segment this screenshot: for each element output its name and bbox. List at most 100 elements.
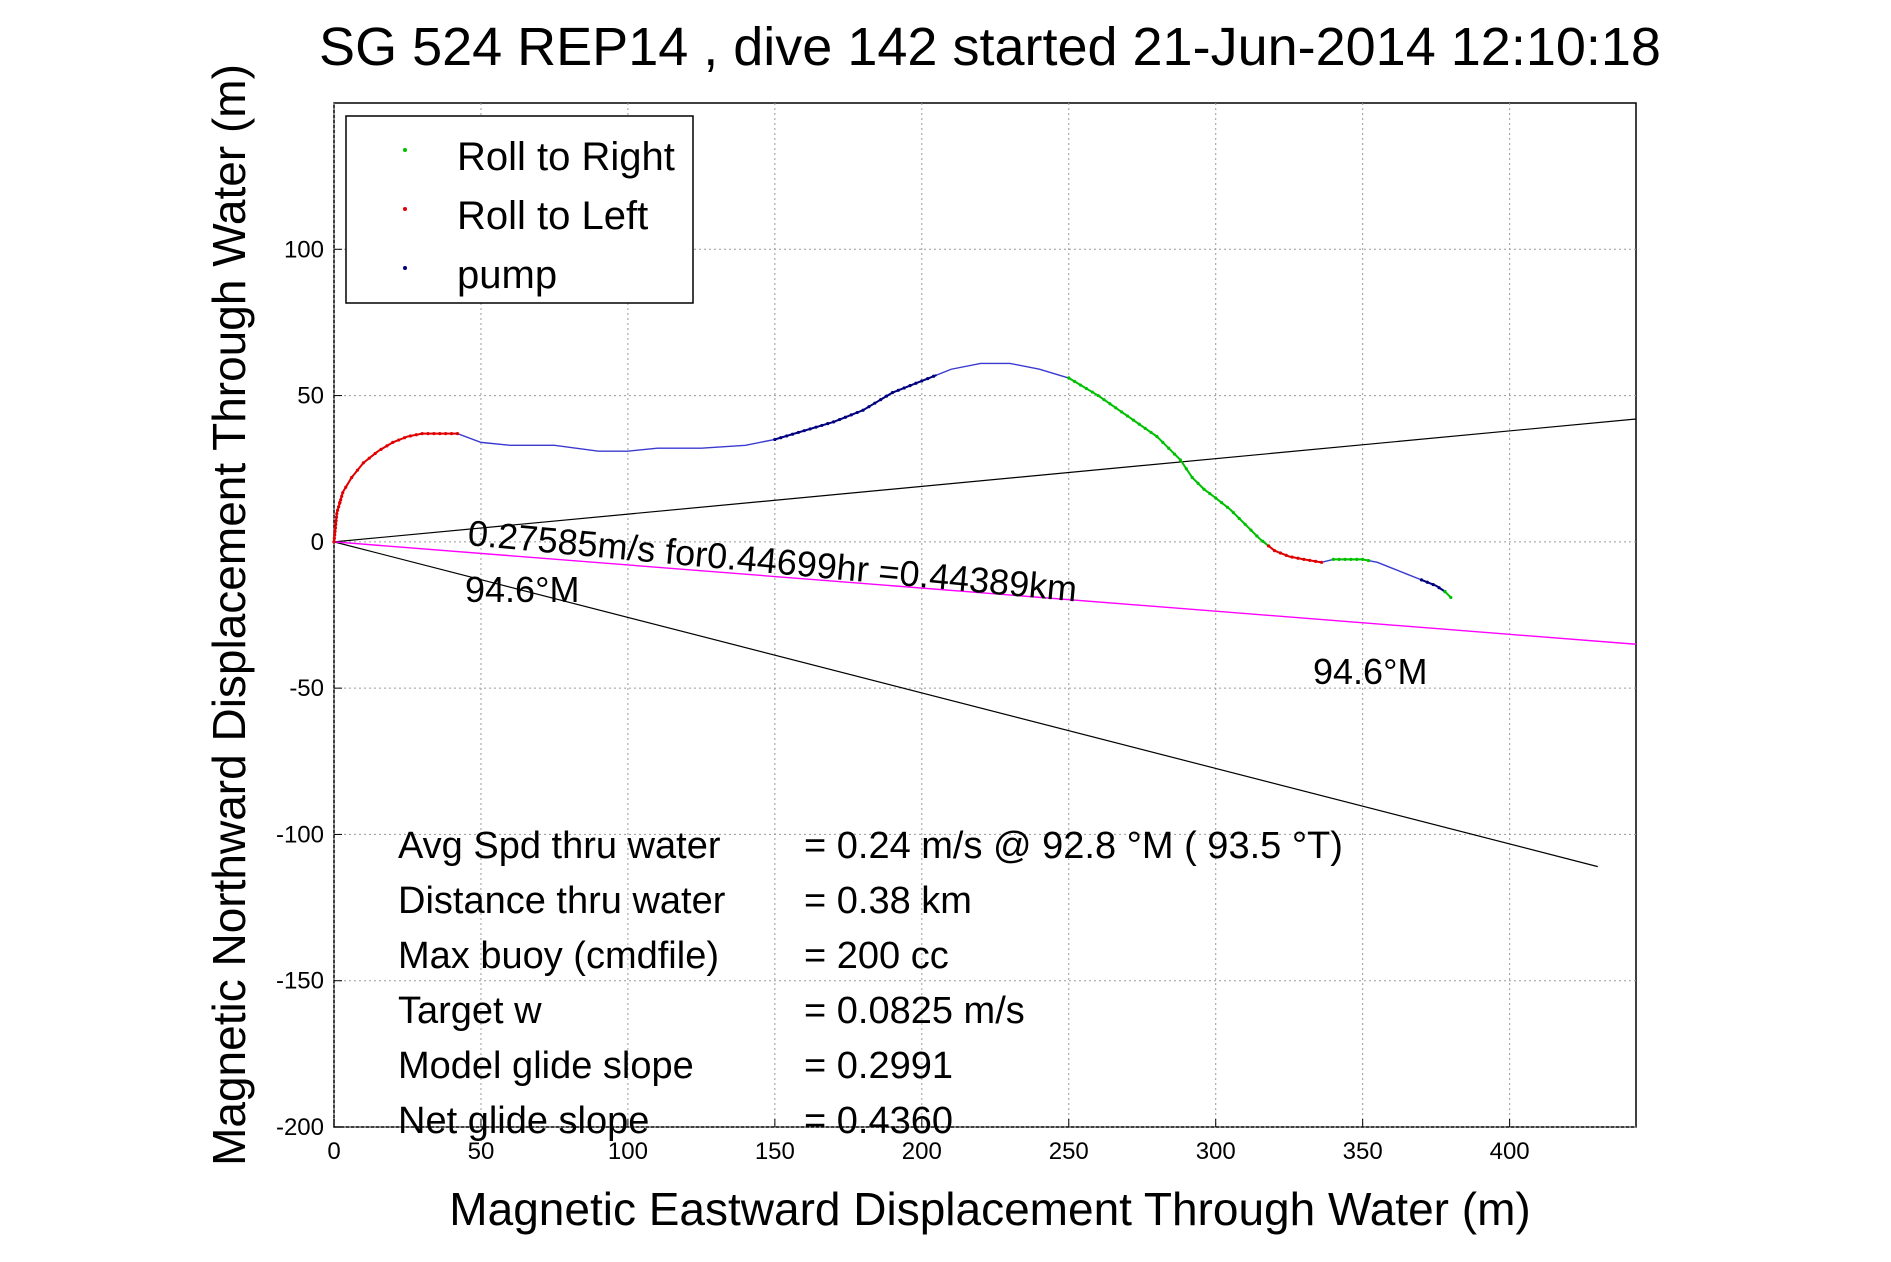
- x-tick-label: 200: [902, 1138, 942, 1165]
- pump-marker: [926, 377, 930, 381]
- roll-left-marker: [334, 519, 338, 523]
- roll-left-marker: [420, 432, 424, 436]
- roll-right-marker: [1143, 426, 1147, 430]
- roll-right-marker: [1078, 383, 1083, 387]
- roll-left-marker: [1272, 549, 1277, 553]
- pump-marker: [832, 420, 836, 424]
- roll-left-marker: [414, 433, 418, 437]
- pump-marker: [837, 417, 842, 422]
- track-segment: [333, 432, 458, 542]
- roll-right-marker: [1361, 557, 1365, 562]
- x-tick-labels: 0 50 100 150 200 250 300 350 400: [327, 1119, 1530, 1165]
- roll-left-marker: [333, 526, 338, 530]
- y-tick-label: -200: [276, 1114, 324, 1141]
- pump-marker: [1431, 582, 1435, 587]
- x-axis-label: Magnetic Eastward Displacement Through W…: [449, 1183, 1530, 1235]
- pump-marker: [890, 391, 895, 395]
- roll-left-marker: [341, 491, 345, 495]
- roll-right-marker: [1261, 539, 1265, 543]
- pump-marker: [843, 415, 847, 419]
- pump-marker: [873, 401, 877, 405]
- roll-right-marker: [1073, 379, 1077, 384]
- x-tick-label: 350: [1343, 1138, 1383, 1165]
- roll-right-marker: [1125, 414, 1130, 418]
- roll-left-marker: [333, 533, 337, 537]
- roll-right-marker: [1149, 430, 1153, 435]
- pump-marker: [1425, 580, 1429, 584]
- roll-left-marker: [338, 501, 342, 505]
- stat-label-model-glide: Model glide slope: [398, 1045, 694, 1087]
- y-tick-label: 0: [311, 529, 324, 556]
- roll-right-marker: [1096, 393, 1100, 398]
- pump-marker: [796, 430, 800, 435]
- stat-label-max-buoy: Max buoy (cmdfile): [398, 935, 719, 977]
- wedge-line: [333, 541, 1598, 868]
- pump-marker: [914, 381, 918, 385]
- stat-label-net-glide: Net glide slope: [398, 1100, 649, 1142]
- pump-marker: [826, 422, 830, 426]
- roll-right-marker: [1190, 475, 1194, 480]
- roll-left-marker: [438, 432, 442, 436]
- pump-marker: [867, 405, 871, 409]
- legend-label-roll-left: Roll to Left: [457, 194, 648, 238]
- roll-right-marker: [1255, 534, 1259, 538]
- roll-right-marker: [1331, 557, 1335, 562]
- stat-value-target-w: = 0.0825 m/s: [804, 990, 1025, 1032]
- roll-right-marker: [1337, 557, 1341, 562]
- heading-label-1: 94.6°M: [465, 569, 579, 610]
- roll-right-marker: [1137, 422, 1141, 426]
- roll-right-marker: [1449, 595, 1453, 600]
- stat-label-distance: Distance thru water: [398, 880, 726, 922]
- roll-right-marker: [1349, 557, 1353, 562]
- roll-right-marker: [1102, 398, 1106, 402]
- roll-left-marker: [355, 468, 360, 472]
- roll-left-marker: [426, 432, 430, 436]
- roll-right-marker: [1131, 418, 1136, 422]
- direction-wedge-lines: [333, 418, 1637, 868]
- roll-left-marker: [367, 456, 371, 460]
- pump-marker: [879, 398, 883, 402]
- stat-value-net-glide: = 0.4360: [804, 1100, 953, 1142]
- x-tick-label: 100: [608, 1138, 648, 1165]
- roll-right-marker: [1067, 376, 1071, 380]
- roll-left-marker: [332, 536, 336, 540]
- roll-left-marker: [455, 432, 460, 436]
- pump-marker: [902, 386, 906, 390]
- roll-right-marker: [1208, 491, 1212, 496]
- y-tick-label: -50: [289, 675, 324, 702]
- current-direction-line: [333, 541, 1637, 645]
- roll-right-marker: [1237, 516, 1241, 521]
- legend-marker-roll-right: [403, 148, 407, 152]
- roll-left-marker: [1267, 544, 1271, 548]
- x-tick-label: 50: [468, 1138, 495, 1165]
- pump-marker: [814, 425, 818, 429]
- roll-right-marker: [1161, 440, 1165, 444]
- roll-right-marker: [1366, 558, 1371, 563]
- pump-marker: [802, 429, 806, 433]
- roll-left-marker: [444, 432, 448, 436]
- dive-stats: Avg Spd thru water = 0.24 m/s @ 92.8 °M …: [398, 825, 1343, 1142]
- roll-left-marker: [350, 475, 354, 480]
- pump-marker: [1419, 578, 1424, 582]
- roll-right-marker: [1243, 522, 1247, 526]
- roll-left-marker: [432, 432, 436, 436]
- roll-right-marker: [1219, 501, 1224, 505]
- pump-marker: [855, 410, 859, 415]
- x-tick-label: 250: [1049, 1138, 1089, 1165]
- pump-marker: [931, 374, 936, 378]
- pump-marker: [808, 427, 812, 431]
- roll-left-marker: [1319, 560, 1324, 564]
- roll-left-marker: [391, 440, 395, 444]
- roll-right-marker: [1231, 510, 1235, 515]
- pump-marker: [849, 413, 853, 417]
- roll-right-marker: [1214, 496, 1218, 500]
- pump-marker: [790, 432, 795, 436]
- stat-value-avg-speed: = 0.24 m/s @ 92.8 °M ( 93.5 °T): [804, 825, 1343, 867]
- pump-marker: [920, 379, 924, 383]
- roll-right-marker: [1443, 589, 1447, 594]
- roll-right-marker: [1090, 390, 1094, 394]
- roll-left-marker: [408, 434, 413, 438]
- roll-left-marker: [332, 540, 336, 544]
- legend-marker-roll-left: [403, 207, 407, 211]
